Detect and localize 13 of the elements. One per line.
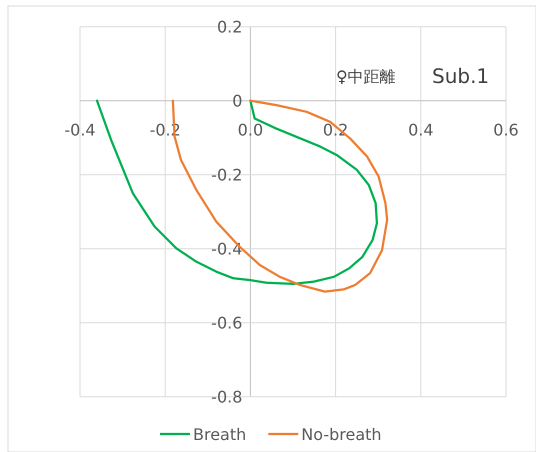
x-tick-label: -0.4 <box>64 120 96 140</box>
y-tick-label: 0.2 <box>216 18 242 37</box>
y-tick-label: 0 <box>232 92 242 111</box>
annotation: ♀中距離 <box>336 67 396 86</box>
x-tick-label: 0.6 <box>493 120 519 140</box>
legend-label: Breath <box>193 425 246 444</box>
y-tick-label: -0.6 <box>211 314 242 333</box>
annotation: Sub.1 <box>432 64 490 88</box>
y-tick-label: -0.2 <box>211 166 242 185</box>
x-tick-label: 0.0 <box>238 120 264 140</box>
y-tick-label: -0.8 <box>211 388 242 407</box>
legend-label: No-breath <box>301 425 382 444</box>
x-tick-label: 0.4 <box>408 120 434 140</box>
